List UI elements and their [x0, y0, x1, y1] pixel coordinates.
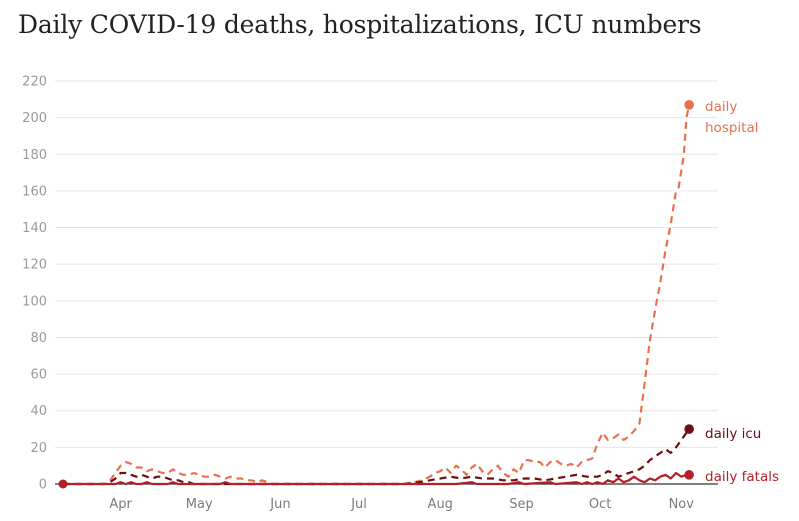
chart-title: Daily COVID-19 deaths, hospitalizations,… [18, 10, 702, 39]
y-tick-label: 60 [30, 368, 47, 383]
y-tick-label: 160 [22, 184, 47, 199]
x-tick-label: Aug [428, 497, 453, 512]
series-end-point-hospital [684, 100, 694, 110]
y-tick-label: 40 [30, 404, 47, 419]
series-end-point-fatals [684, 470, 694, 480]
y-tick-label: 80 [30, 331, 47, 346]
y-tick-label: 120 [22, 258, 47, 273]
series-line-icu [63, 428, 691, 486]
y-tick-label: 200 [22, 111, 47, 126]
series-label-hospital: daily hospital [705, 99, 759, 136]
series-label-fatals: daily fatals [705, 469, 779, 485]
x-tick-label: Sep [509, 497, 534, 512]
y-tick-label: 0 [39, 478, 47, 493]
y-tick-label: 220 [22, 75, 47, 90]
x-tick-label: May [186, 497, 213, 512]
series-label-icu: daily icu [705, 426, 761, 442]
series-label-line: hospital [705, 120, 759, 136]
x-tick-label: Nov [669, 497, 695, 512]
series-label-line: daily [705, 99, 737, 115]
y-tick-label: 140 [22, 221, 47, 236]
y-tick-label: 180 [22, 148, 47, 163]
y-tick-label: 20 [30, 441, 47, 456]
x-tick-label: Oct [589, 497, 611, 512]
series-line-hospital [63, 104, 691, 486]
x-tick-label: Apr [109, 497, 132, 512]
y-tick-label: 100 [22, 294, 47, 309]
x-tick-label: Jun [269, 497, 290, 512]
x-tick-label: Jul [350, 497, 367, 512]
series-line-fatals [63, 471, 690, 486]
series-end-point-icu [684, 424, 694, 434]
